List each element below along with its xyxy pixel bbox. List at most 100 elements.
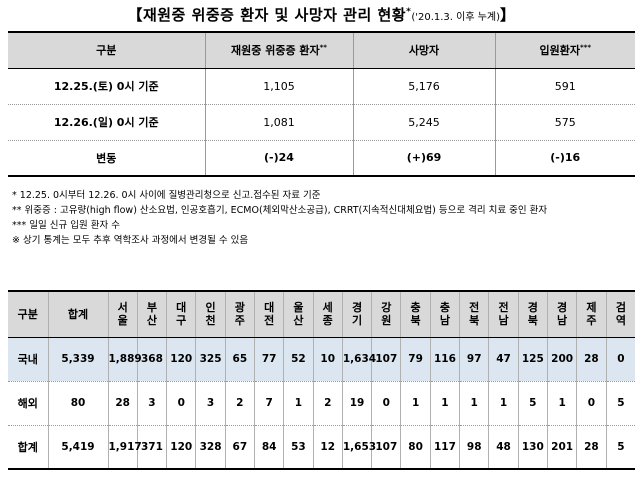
- title-main: 【재원중 위중증 환자 및 사망자 관리 현황: [127, 6, 407, 24]
- summary-row-label: 변동: [8, 140, 205, 177]
- regional-value-cell: 125: [517, 337, 548, 382]
- summary-row: 12.25.(토) 0시 기준 1,105 5,176 591: [8, 68, 635, 105]
- regional-value-cell: 1: [283, 381, 314, 426]
- regional-value-cell: 97: [459, 337, 489, 382]
- footnote: *** 일일 신규 입원 환자 수: [12, 220, 121, 231]
- regional-value-cell: 328: [195, 425, 226, 470]
- regional-value-cell: 325: [195, 337, 226, 382]
- regional-value-cell: 3: [136, 381, 167, 426]
- regional-value-cell: 1: [459, 381, 489, 426]
- footnotes: * 12.25. 0시부터 12.26. 0시 사이에 질병관리청으로 신고.접…: [12, 188, 547, 248]
- regional-header-region: 광주: [224, 290, 255, 338]
- summary-critical: 1,105: [204, 68, 353, 105]
- regional-header-region: 인천: [195, 290, 226, 338]
- summary-header-deaths: 사망자: [352, 31, 495, 69]
- regional-value-cell: 1: [546, 381, 577, 426]
- regional-header-region: 검역: [605, 290, 636, 338]
- regional-value-cell: 7: [253, 381, 284, 426]
- summary-header-row: 구분 재원중 위중증 환자** 사망자 입원환자***: [8, 31, 635, 69]
- summary-critical: 1,081: [204, 104, 353, 141]
- regional-row-label: 국내: [8, 337, 48, 382]
- regional-value-cell: 28: [576, 337, 607, 382]
- regional-row-total: 합계 5,419 1,917 371 120 328 67 84 53 12 1,653 107 80 1…: [8, 425, 636, 470]
- regional-header-region: 충북: [400, 290, 431, 338]
- regional-value-cell: 120: [166, 425, 196, 470]
- regional-header-region: 서울: [107, 290, 138, 338]
- title-sub: ('20.1.3. 이후 누계): [411, 12, 501, 23]
- regional-header-region: 세종: [312, 290, 343, 338]
- regional-value-cell: 2: [312, 381, 343, 426]
- summary-deaths: 5,245: [352, 104, 495, 141]
- summary-header-admitted: 입원환자***: [494, 31, 635, 69]
- regional-value-cell: 1: [429, 381, 460, 426]
- regional-value-cell: 79: [400, 337, 431, 382]
- regional-value-cell: 2: [224, 381, 255, 426]
- regional-value-cell: 47: [488, 337, 519, 382]
- regional-value-cell: 5: [605, 425, 636, 470]
- regional-header-total: 합계: [47, 290, 108, 338]
- regional-header-region: 경북: [517, 290, 548, 338]
- regional-header-region: 대구: [166, 290, 196, 338]
- regional-value-cell: 77: [253, 337, 284, 382]
- summary-deaths: (+)69: [352, 140, 495, 177]
- regional-header-category: 구분: [8, 290, 48, 338]
- regional-value-cell: 0: [371, 381, 401, 426]
- regional-row-overseas: 해외 80 28 3 0 3 2 7 1 2 19 0 1 1 1 1 5 1 0 5: [8, 381, 636, 426]
- footnote: ** 위중증 : 고유량(high flow) 산소요법, 인공호흡기, ECM…: [12, 205, 548, 216]
- regional-total-cell: 5,339: [47, 337, 108, 382]
- regional-value-cell: 117: [429, 425, 460, 470]
- regional-header-row: 구분 합계 서울 부산 대구 인천 광주 대전 울산 세종 경기 강원 충북 충남 전북 전남 경북 경남 제주 검역: [8, 290, 636, 338]
- regional-value-cell: 116: [429, 337, 460, 382]
- title-sup: *: [406, 7, 412, 17]
- footnote: ※ 상기 통계는 모두 추후 역학조사 과정에서 변경될 수 있음: [12, 235, 249, 246]
- summary-header-category: 구분: [8, 31, 205, 69]
- regional-row-label: 합계: [8, 425, 48, 470]
- footnote: * 12.25. 0시부터 12.26. 0시 사이에 질병관리청으로 신고.접…: [12, 190, 321, 201]
- regional-value-cell: 80: [400, 425, 431, 470]
- summary-admitted: (-)16: [494, 140, 635, 177]
- regional-value-cell: 371: [136, 425, 167, 470]
- summary-admitted: 591: [494, 68, 635, 105]
- regional-value-cell: 52: [283, 337, 314, 382]
- regional-value-cell: 201: [546, 425, 577, 470]
- regional-total-cell: 80: [47, 381, 108, 426]
- summary-row: 12.26.(일) 0시 기준 1,081 5,245 575: [8, 104, 635, 141]
- regional-value-cell: 1: [488, 381, 519, 426]
- regional-table: 구분 합계 서울 부산 대구 인천 광주 대전 울산 세종 경기 강원 충북 충남 전북 전남 경북 경남 제주 검역…: [8, 290, 636, 470]
- summary-admitted: 575: [494, 104, 635, 141]
- regional-value-cell: 1: [400, 381, 431, 426]
- regional-value-cell: 1,634: [341, 337, 376, 382]
- page-title: 【재원중 위중증 환자 및 사망자 관리 현황*('20.1.3. 이후 누계)…: [0, 4, 643, 25]
- regional-value-cell: 1,889: [107, 337, 142, 382]
- regional-value-cell: 368: [136, 337, 167, 382]
- regional-header-region: 충남: [429, 290, 460, 338]
- regional-value-cell: 5: [517, 381, 548, 426]
- regional-value-cell: 53: [283, 425, 314, 470]
- regional-value-cell: 10: [312, 337, 343, 382]
- summary-row-label: 12.25.(토) 0시 기준: [8, 68, 205, 105]
- regional-value-cell: 1,653: [341, 425, 376, 470]
- summary-table: 구분 재원중 위중증 환자** 사망자 입원환자*** 12.25.(토) 0시…: [8, 31, 635, 177]
- summary-row-label: 12.26.(일) 0시 기준: [8, 104, 205, 141]
- regional-header-region: 제주: [576, 290, 607, 338]
- regional-value-cell: 107: [371, 337, 401, 382]
- regional-row-domestic: 국내 5,339 1,889 368 120 325 65 77 52 10 1,634 107 79 1…: [8, 337, 636, 382]
- regional-value-cell: 1,917: [107, 425, 142, 470]
- regional-value-cell: 65: [224, 337, 255, 382]
- regional-value-cell: 107: [371, 425, 401, 470]
- regional-total-cell: 5,419: [47, 425, 108, 470]
- regional-value-cell: 3: [195, 381, 226, 426]
- regional-value-cell: 28: [576, 425, 607, 470]
- regional-value-cell: 98: [459, 425, 489, 470]
- regional-value-cell: 19: [341, 381, 372, 426]
- regional-header-region: 울산: [283, 290, 314, 338]
- regional-value-cell: 0: [576, 381, 607, 426]
- regional-value-cell: 130: [517, 425, 548, 470]
- regional-value-cell: 0: [605, 337, 636, 382]
- regional-value-cell: 200: [546, 337, 577, 382]
- regional-value-cell: 84: [253, 425, 284, 470]
- regional-header-region: 경기: [341, 290, 372, 338]
- regional-row-label: 해외: [8, 381, 48, 426]
- summary-header-critical: 재원중 위중증 환자**: [204, 31, 353, 69]
- regional-header-region: 전남: [488, 290, 519, 338]
